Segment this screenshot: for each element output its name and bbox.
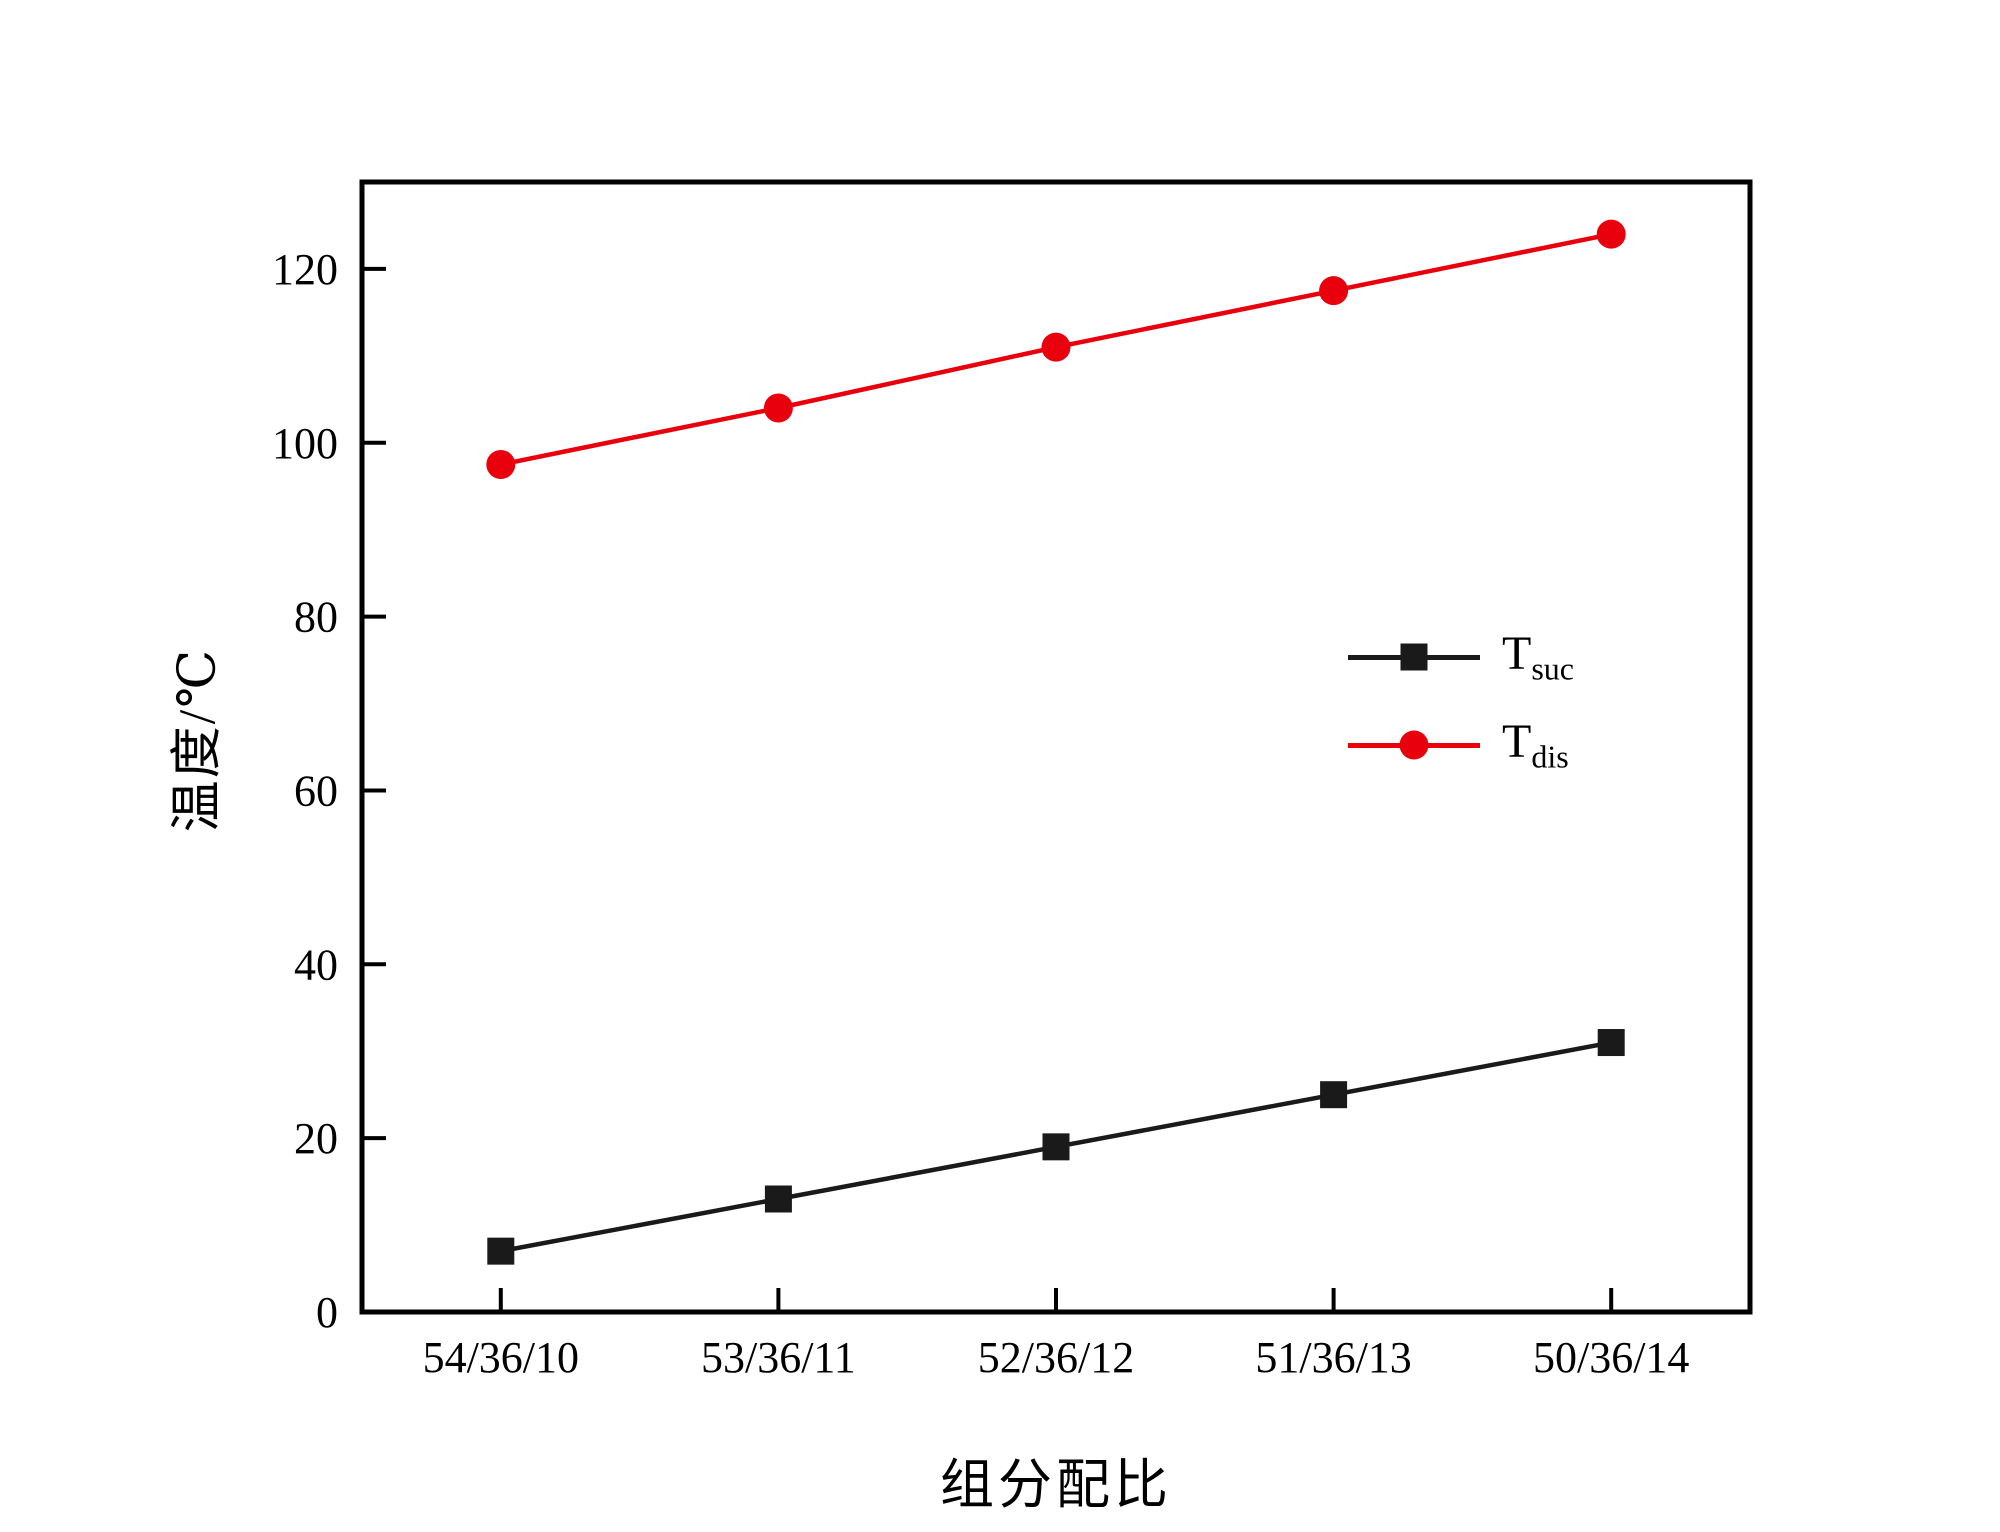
data-point-Tdis bbox=[763, 393, 793, 423]
y-tick-label: 60 bbox=[294, 766, 338, 815]
plot-frame bbox=[359, 179, 1753, 1315]
legend-entry-tdis: Tdis bbox=[1348, 716, 1574, 774]
legend-label-tdis-main: T bbox=[1502, 714, 1532, 768]
tdis-line-sample bbox=[1348, 730, 1480, 760]
data-point-Tdis bbox=[486, 450, 516, 479]
legend-label-tdis: Tdis bbox=[1502, 714, 1569, 775]
legend-entry-tsuc: Tsuc bbox=[1348, 628, 1574, 686]
legend-label-tsuc-main: T bbox=[1502, 626, 1532, 680]
tsuc-line-sample bbox=[1348, 643, 1480, 671]
legend-label-tsuc-sub: suc bbox=[1531, 650, 1574, 687]
legend-label-tdis-sub: dis bbox=[1531, 738, 1569, 775]
data-point-Tsuc bbox=[764, 1185, 792, 1213]
x-tick-label: 51/36/13 bbox=[1255, 1333, 1411, 1382]
data-point-Tdis bbox=[1596, 219, 1626, 249]
data-point-Tsuc bbox=[1320, 1081, 1348, 1109]
x-tick-label: 54/36/10 bbox=[423, 1333, 579, 1382]
data-point-Tsuc bbox=[1042, 1133, 1070, 1161]
x-axis-title: 组分配比 bbox=[940, 1455, 1172, 1515]
circle-marker-icon bbox=[1399, 730, 1429, 760]
data-point-Tsuc bbox=[487, 1237, 515, 1265]
data-point-Tdis bbox=[1319, 276, 1349, 306]
x-tick-label: 50/36/14 bbox=[1533, 1333, 1689, 1382]
y-tick-label: 120 bbox=[272, 245, 338, 294]
legend: Tsuc Tdis bbox=[1348, 628, 1574, 774]
x-tick-label: 52/36/12 bbox=[978, 1333, 1134, 1382]
y-tick-label: 80 bbox=[294, 593, 338, 642]
y-tick-label: 0 bbox=[316, 1288, 338, 1337]
legend-label-tsuc: Tsuc bbox=[1502, 626, 1574, 687]
y-tick-label: 20 bbox=[294, 1114, 338, 1163]
data-point-Tdis bbox=[1041, 332, 1071, 362]
x-tick-label: 53/36/11 bbox=[701, 1333, 856, 1382]
y-tick-label: 100 bbox=[272, 419, 338, 468]
square-marker-icon bbox=[1400, 643, 1428, 671]
y-tick-label: 40 bbox=[294, 940, 338, 989]
data-point-Tsuc bbox=[1597, 1029, 1625, 1057]
y-axis-title: 温度/℃ bbox=[169, 647, 227, 833]
